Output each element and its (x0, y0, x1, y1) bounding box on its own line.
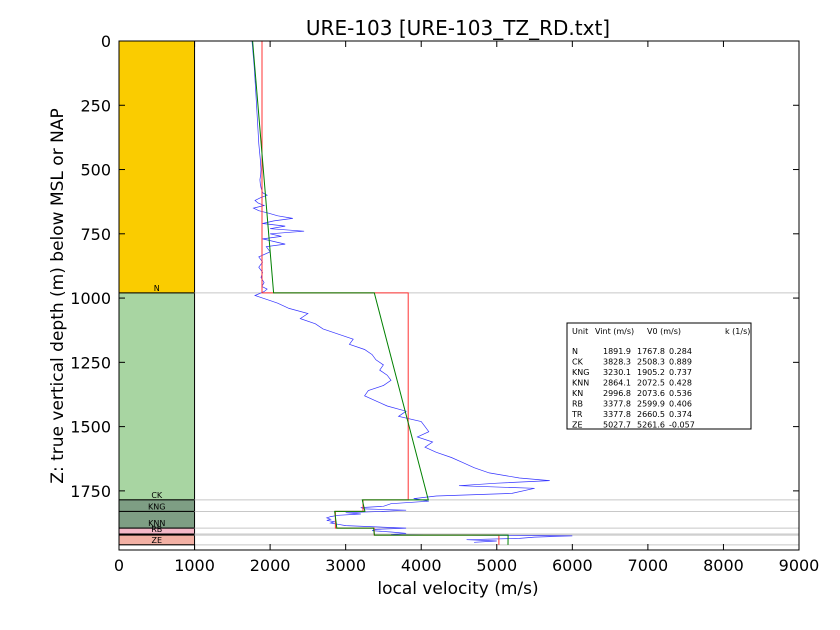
legend-row-v0: 2072.5 (637, 379, 665, 388)
legend-row-v0: 5261.6 (637, 421, 665, 430)
legend-row-v0: 2599.9 (637, 400, 665, 409)
unit-label-ck: CK (151, 491, 163, 500)
legend-row-unit: TR (571, 410, 583, 419)
legend-header-vint: Vint (m/s) (595, 327, 634, 336)
legend-row-v0: 1767.8 (637, 347, 665, 356)
unit-label-n: N (154, 284, 160, 293)
x-tick-label: 8000 (703, 556, 744, 575)
y-tick-label: 250 (80, 96, 111, 115)
y-tick-label: 750 (80, 225, 111, 244)
x-axis-label: local velocity (m/s) (377, 579, 538, 599)
legend-row-unit: ZE (572, 421, 583, 430)
legend-row-vint: 1891.9 (603, 347, 631, 356)
unit-label-kng: KNG (148, 502, 165, 511)
legend-header-v0: V0 (m/s) (647, 327, 681, 336)
legend-row-v0: 2073.6 (637, 389, 665, 398)
unit-label-knn: KNN (148, 519, 165, 528)
y-tick-label: 1750 (70, 482, 111, 501)
unit-band-ck (118, 292, 196, 501)
legend-row-unit: KNG (572, 368, 589, 377)
legend-box (566, 322, 752, 430)
legend-row-v0: 2660.5 (637, 410, 665, 419)
legend-row-vint: 3230.1 (603, 368, 631, 377)
legend-row-k: 0.737 (669, 368, 692, 377)
legend-row-vint: 3377.8 (603, 400, 631, 409)
legend-row-v0: 2508.3 (637, 358, 665, 367)
legend-row-vint: 3377.8 (603, 410, 631, 419)
legend-header-unit: Unit (572, 327, 588, 336)
x-tick-label: 7000 (628, 556, 669, 575)
y-tick-label: 0 (101, 32, 111, 51)
legend-row-k: 0.406 (669, 400, 692, 409)
legend-row-unit: KNN (572, 379, 589, 388)
legend-row-unit: CK (572, 358, 584, 367)
x-tick-label: 5000 (476, 556, 517, 575)
legend-row-unit: KN (572, 389, 583, 398)
x-tick-label: 0 (114, 556, 124, 575)
x-tick-label: 3000 (325, 556, 366, 575)
y-tick-label: 1250 (70, 353, 111, 372)
legend-row-vint: 3828.3 (603, 358, 631, 367)
legend-row-k: 0.284 (669, 347, 692, 356)
legend: Unit Vint (m/s) V0 (m/s) k (1/s) N 1891.9 1767… (566, 322, 752, 430)
unit-label-ze: ZE (152, 536, 163, 545)
legend-row-vint: 2864.1 (603, 379, 631, 388)
axes: 0 1000 2000 3000 4000 5000 6000 7000 8000 9000 0 25… (70, 32, 819, 575)
legend-row-k: 0.536 (669, 389, 692, 398)
x-tick-label: 1000 (174, 556, 215, 575)
y-tick-label: 500 (80, 161, 111, 180)
legend-row-k: 0.428 (669, 379, 692, 388)
velocity-series (251, 40, 573, 545)
legend-row-k: -0.057 (669, 421, 695, 430)
x-tick-label: 9000 (779, 556, 820, 575)
legend-row-vint: 5027.7 (603, 421, 631, 430)
legend-row-k: 0.889 (669, 358, 692, 367)
chart-title: URE-103 [URE-103_TZ_RD.txt] (306, 16, 610, 40)
series-linear-fit (252, 40, 509, 545)
y-axis-label: Z: true vertical depth (m) below MSL or … (48, 108, 68, 483)
plot-frame (118, 40, 800, 551)
x-tick-label: 6000 (552, 556, 593, 575)
unit-label-rb: RB (151, 525, 162, 534)
legend-row-unit: RB (572, 400, 583, 409)
legend-row-k: 0.374 (669, 410, 692, 419)
legend-header-k: k (1/s) (725, 327, 750, 336)
y-tick-label: 1000 (70, 289, 111, 308)
x-tick-label: 4000 (401, 556, 442, 575)
legend-row-vint: 2996.8 (603, 389, 631, 398)
legend-row-unit: N (572, 347, 578, 356)
y-tick-label: 1500 (70, 418, 111, 437)
legend-row-v0: 1905.2 (637, 368, 665, 377)
x-tick-label: 2000 (250, 556, 291, 575)
unit-band-n (118, 40, 196, 294)
unit-band-below (118, 544, 196, 551)
